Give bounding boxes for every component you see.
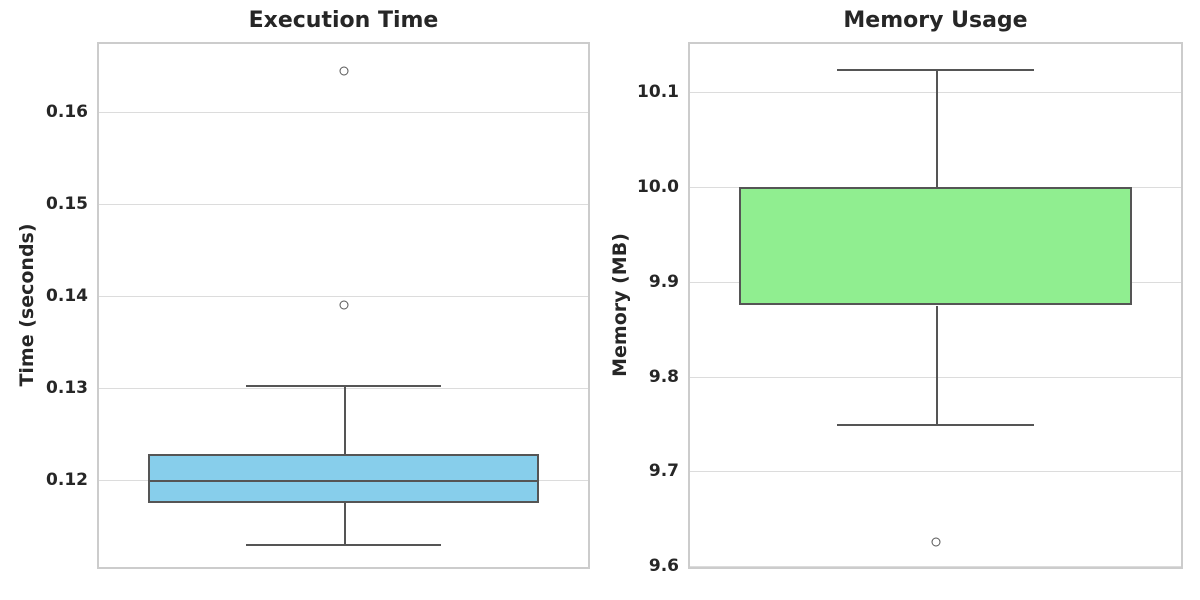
y-tick-label: 0.16 [46, 102, 88, 123]
iqr-box [147, 453, 540, 503]
median-line [147, 479, 540, 482]
y-tick-label: 0.12 [46, 469, 88, 490]
outlier-marker [339, 300, 348, 310]
y-axis-label: Memory (MB) [609, 233, 631, 377]
y-gridline [690, 566, 1181, 568]
y-tick-label: 9.6 [648, 556, 679, 577]
y-tick-label: 10.0 [637, 177, 679, 198]
lower-whisker-cap [245, 544, 442, 547]
lower-whisker-line [935, 305, 938, 424]
y-tick-label: 9.8 [648, 366, 679, 387]
y-gridline [99, 112, 588, 114]
y-tick-label: 0.13 [46, 377, 88, 398]
y-gridline [690, 471, 1181, 473]
upper-whisker-line [935, 68, 938, 188]
y-tick-label: 9.7 [648, 461, 679, 482]
y-tick-label: 0.14 [46, 285, 88, 306]
y-gridline [99, 203, 588, 205]
lower-whisker-line [343, 502, 346, 545]
upper-whisker-cap [245, 385, 442, 387]
lower-whisker-cap [837, 423, 1034, 426]
chart-title: Memory Usage [843, 8, 1028, 33]
y-tick-label: 0.15 [46, 193, 88, 214]
y-tick-label: 9.9 [648, 271, 679, 292]
upper-whisker-cap [837, 68, 1034, 71]
y-gridline [99, 295, 588, 297]
plot-area: 0.12 0.13 0.14 0.15 0.16 [46, 42, 590, 569]
outlier-marker [931, 537, 940, 547]
outlier-marker [339, 66, 348, 76]
y-tick-label: 10.1 [637, 82, 679, 103]
iqr-box [739, 187, 1132, 306]
plot-area: 9.6 9.7 9.8 9.9 10.0 10.1 [637, 42, 1183, 576]
chart-title: Execution Time [248, 8, 439, 33]
upper-whisker-line [343, 385, 346, 454]
median-line [739, 187, 1132, 190]
